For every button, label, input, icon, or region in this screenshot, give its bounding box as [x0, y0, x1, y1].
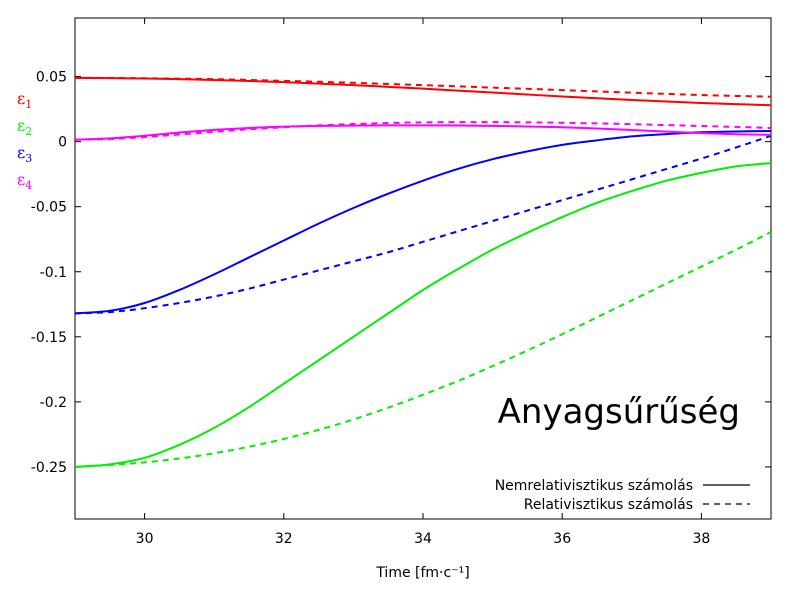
x-tick-label: 34 [414, 531, 432, 547]
y-tick-label: -0.25 [31, 460, 67, 476]
x-tick-label: 36 [553, 531, 571, 547]
series-line-ε1-dashed [74, 76, 772, 98]
variable-label-eps2: ε2 [17, 116, 32, 138]
y-tick-label: -0.2 [40, 395, 67, 411]
y-tick-label: -0.1 [40, 265, 67, 281]
legend: Nemrelativisztikus számolás Relativisztik… [495, 478, 750, 513]
y-tick-label: -0.15 [31, 330, 67, 346]
variable-label-eps3: ε3 [17, 143, 32, 165]
series-line-ε3-solid [74, 129, 772, 315]
x-tick-label: 32 [275, 531, 293, 547]
y-tick-label: -0.05 [31, 200, 67, 216]
variable-label-eps1: ε1 [17, 89, 32, 111]
series-line-ε1-solid [74, 76, 772, 107]
series-line-ε2-solid [74, 162, 772, 468]
x-axis: 30 32 34 36 38 [136, 18, 710, 547]
y-tick-label: 0.05 [36, 70, 67, 86]
chart-annotation: Anyagsűrűség [498, 392, 740, 432]
variable-label-eps4: ε4 [17, 170, 32, 192]
series-line-ε2-dashed [74, 231, 772, 468]
series-line-ε3-dashed [74, 134, 772, 315]
series-line-ε4-solid [74, 124, 772, 141]
x-axis-title: Time [fm·c⁻¹] [375, 565, 469, 581]
variable-labels: ε1 ε2 ε3 ε4 [17, 89, 32, 192]
series-layer [74, 76, 772, 468]
legend-label: Relativisztikus számolás [524, 497, 693, 513]
series-line-ε4-dashed [74, 121, 772, 141]
x-tick-label: 30 [136, 531, 154, 547]
x-tick-label: 38 [692, 531, 710, 547]
y-tick-label: 0 [58, 135, 67, 151]
legend-label: Nemrelativisztikus számolás [495, 478, 693, 494]
